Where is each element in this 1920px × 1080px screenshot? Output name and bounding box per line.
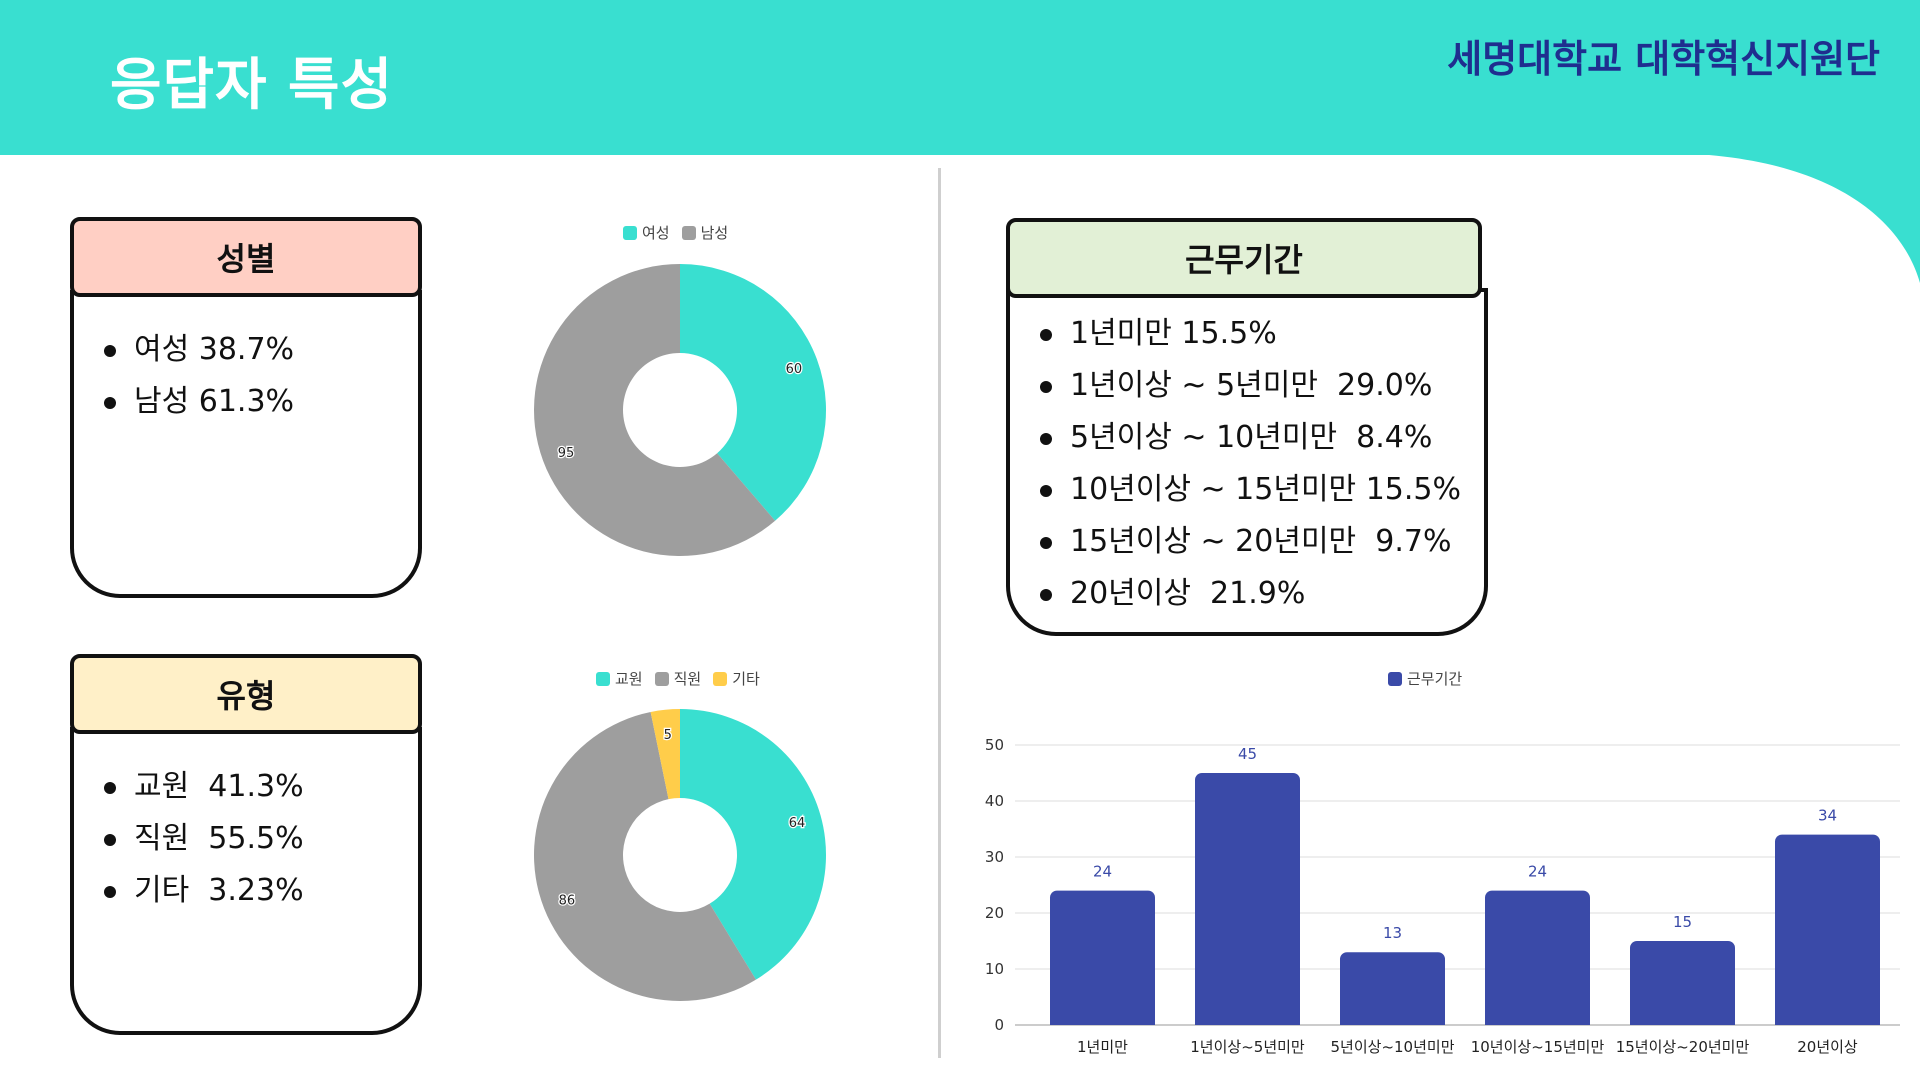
- bar: [1195, 773, 1300, 1025]
- type-card: 교원 41.3% 직원 55.5% 기타 3.23%: [70, 727, 422, 1035]
- donut-value-label: 60: [786, 362, 803, 377]
- x-tick-label: 15년이상~20년미만: [1616, 1038, 1750, 1056]
- page-title: 응답자 특성: [110, 53, 394, 118]
- bar-base: [1340, 1017, 1445, 1025]
- tenure-chart-legend: 근무기간: [1388, 668, 1462, 689]
- bar: [1050, 890, 1155, 1025]
- bar-base: [1775, 1017, 1880, 1025]
- y-tick-label: 30: [985, 848, 1004, 866]
- legend-swatch: [713, 671, 728, 686]
- x-tick-label: 1년이상~5년미만: [1190, 1038, 1305, 1056]
- tenure-item: 1년미만 15.5%: [1038, 308, 1461, 360]
- legend-swatch: [654, 671, 669, 686]
- bar: [1775, 834, 1880, 1025]
- gender-item-female: 여성 38.7%: [102, 324, 294, 376]
- legend-swatch: [681, 225, 696, 240]
- x-tick-label: 10년이상~15년미만: [1471, 1038, 1605, 1056]
- legend-item-female: 여성: [623, 222, 670, 243]
- type-item-faculty: 교원 41.3%: [102, 761, 304, 813]
- donut-value-label: 95: [558, 446, 575, 461]
- gender-item-male: 남성 61.3%: [102, 376, 294, 428]
- bar: [1630, 941, 1735, 1025]
- bar: [1340, 952, 1445, 1025]
- tenure-list: 1년미만 15.5% 1년이상 ~ 5년미만 29.0% 5년이상 ~ 10년미…: [1038, 308, 1461, 620]
- y-tick-label: 50: [985, 736, 1004, 754]
- bar-base: [1195, 1017, 1300, 1025]
- gender-chart-legend: 여성 남성: [623, 222, 728, 243]
- bar-base: [1050, 1017, 1155, 1025]
- bar-base: [1630, 1017, 1735, 1025]
- donut-slice: [680, 709, 826, 980]
- donut-value-label: 86: [559, 893, 576, 908]
- type-item-other: 기타 3.23%: [102, 865, 304, 917]
- legend-item-staff: 직원: [654, 668, 701, 689]
- donut-slice: [534, 711, 756, 1001]
- tenure-heading: 근무기간: [1006, 218, 1482, 298]
- tenure-card: 1년미만 15.5% 1년이상 ~ 5년미만 29.0% 5년이상 ~ 10년미…: [1006, 288, 1488, 636]
- donut-slice: [680, 264, 826, 521]
- bar-value-label: 24: [1093, 863, 1112, 881]
- legend-swatch: [623, 225, 637, 240]
- legend-item-tenure: 근무기간: [1388, 668, 1462, 689]
- bar-value-label: 45: [1238, 745, 1257, 763]
- legend-item-other: 기타: [713, 668, 760, 689]
- y-tick-label: 20: [985, 904, 1004, 922]
- bar-value-label: 34: [1818, 807, 1837, 825]
- type-item-staff: 직원 55.5%: [102, 813, 304, 865]
- tenure-item: 20년이상 21.9%: [1038, 568, 1461, 620]
- x-tick-label: 5년이상~10년미만: [1331, 1038, 1455, 1056]
- type-donut-chart: 64 86 5: [534, 709, 826, 1001]
- bar-base: [1485, 1017, 1590, 1025]
- tenure-item: 5년이상 ~ 10년미만 8.4%: [1038, 412, 1461, 464]
- gender-heading: 성별: [70, 217, 422, 297]
- type-list: 교원 41.3% 직원 55.5% 기타 3.23%: [102, 761, 304, 917]
- legend-swatch: [596, 671, 610, 686]
- type-heading: 유형: [70, 654, 422, 734]
- bar: [1485, 890, 1590, 1025]
- tenure-item: 15년이상 ~ 20년미만 9.7%: [1038, 516, 1461, 568]
- bar-value-label: 24: [1528, 863, 1547, 881]
- x-tick-label: 1년미만: [1077, 1038, 1128, 1056]
- tenure-item: 1년이상 ~ 5년미만 29.0%: [1038, 360, 1461, 412]
- bar-value-label: 15: [1673, 913, 1692, 931]
- donut-slice: [534, 264, 776, 556]
- organization-name: 세명대학교 대학혁신지원단: [1447, 37, 1880, 81]
- header-banner: [0, 0, 1920, 155]
- legend-item-male: 남성: [681, 222, 728, 243]
- donut-slice: [650, 709, 680, 800]
- legend-swatch: [1388, 671, 1402, 686]
- y-tick-label: 10: [985, 960, 1004, 978]
- type-chart-legend: 교원 직원 기타: [596, 668, 760, 689]
- y-tick-label: 0: [994, 1016, 1004, 1034]
- gender-list: 여성 38.7% 남성 61.3%: [102, 324, 294, 428]
- column-divider: [938, 168, 941, 1058]
- tenure-item: 10년이상 ~ 15년미만 15.5%: [1038, 464, 1461, 516]
- legend-item-faculty: 교원: [596, 668, 643, 689]
- donut-value-label: 64: [789, 816, 806, 831]
- donut-value-label: 5: [664, 728, 672, 743]
- x-tick-label: 20년이상: [1797, 1038, 1858, 1056]
- y-tick-label: 40: [985, 792, 1004, 810]
- gender-donut-chart: 60 95: [534, 264, 826, 556]
- tenure-bar-chart: 0 10 20 30 40 50 24 1년미만 45 1년이상~5년미만 13 5년이상~10년미만…: [985, 736, 1900, 1056]
- gender-card: 여성 38.7% 남성 61.3%: [70, 290, 422, 598]
- bar-value-label: 13: [1383, 924, 1402, 942]
